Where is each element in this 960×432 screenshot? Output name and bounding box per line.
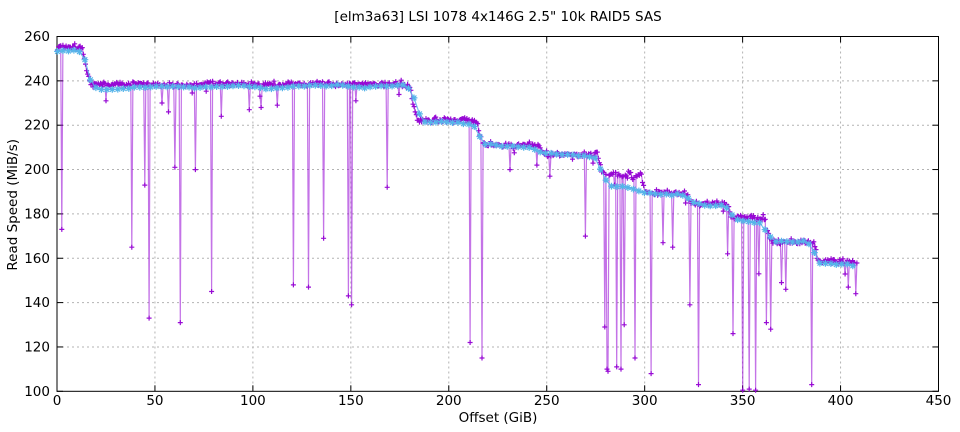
x-tick-label-400: 400 [828,393,854,409]
x-tick-label-50: 50 [146,393,163,409]
y-tick-label-140: 140 [24,295,50,311]
x-tick-label-150: 150 [338,393,364,409]
x-tick-label-450: 450 [926,393,952,409]
x-tick-label-200: 200 [436,393,462,409]
y-tick-label-220: 220 [24,118,50,134]
x-axis-label: Offset (GiB) [458,410,538,426]
y-tick-label-100: 100 [24,384,50,400]
y-tick-label-180: 180 [24,206,50,222]
axis-tick-labels: 0 50 100 150 200 250 300 350 400 450 100 120 140 160 1… [24,29,951,409]
y-axis-label: Read Speed (MiB/s) [0,0,26,410]
series-read-speed-smoothed-markers [54,46,857,270]
y-tick-label-260: 260 [24,29,50,45]
plot-border [56,36,939,392]
x-tick-label-0: 0 [53,393,62,409]
x-tick-label-250: 250 [534,393,560,409]
y-tick-label-200: 200 [24,162,50,178]
y-axis-label-text: Read Speed (MiB/s) [5,139,21,271]
series-read-speed-raw [55,41,860,393]
y-tick-label-240: 240 [24,73,50,89]
x-tick-label-300: 300 [632,393,658,409]
y-tick-label-160: 160 [24,251,50,267]
series-read-speed-smoothed [54,46,857,270]
x-tick-label-350: 350 [730,393,756,409]
x-tick-label-100: 100 [240,393,266,409]
y-tick-label-120: 120 [24,339,50,355]
chart-title: [elm3a63] LSI 1078 4x146G 2.5" 10k RAID5… [334,9,662,25]
